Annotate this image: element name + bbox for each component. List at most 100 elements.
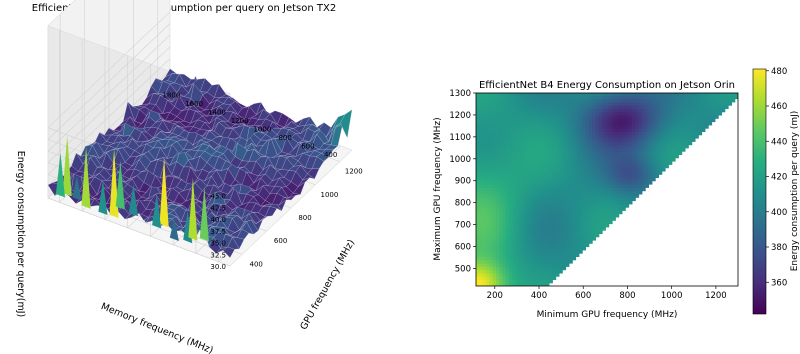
heatmap-cell: [492, 207, 497, 211]
heatmap-cell: [505, 167, 510, 172]
heatmap-cell: [549, 134, 553, 139]
heatmap-cell: [598, 210, 603, 215]
heatmap-cell: [495, 272, 500, 277]
heatmap-cell: [578, 147, 583, 152]
heatmap-cell: [592, 207, 596, 211]
heatmap-cell: [665, 141, 669, 146]
heatmap-cell: [602, 128, 606, 132]
heatmap-cell: [585, 190, 590, 195]
heatmap-cell: [582, 243, 586, 248]
heatmap-cell: [638, 147, 643, 152]
heatmap-cell: [505, 128, 510, 132]
heatmap-cell: [529, 144, 533, 149]
heatmap-cell: [479, 213, 484, 218]
heatmap-cell: [592, 154, 596, 159]
heatmap-cell: [665, 114, 669, 119]
heatmap-cell: [482, 233, 487, 238]
heatmap-cell: [661, 118, 666, 123]
heatmap-cell: [592, 111, 596, 116]
heatmap-cell: [621, 138, 626, 142]
surface-spike: [98, 180, 108, 215]
heatmap-cell: [522, 223, 527, 228]
heatmap-cell: [665, 108, 669, 113]
heatmap-cell: [542, 108, 547, 113]
heatmap-cell: [625, 138, 630, 142]
heatmap-cell: [582, 95, 586, 100]
heatmap-cell: [479, 154, 484, 159]
heatmap-cell: [492, 124, 497, 129]
heatmap-cell: [602, 223, 606, 228]
heatmap-cell: [612, 170, 616, 175]
heatmap-cell: [675, 128, 679, 132]
heatmap-cell: [489, 259, 494, 264]
heatmap-cell: [638, 161, 643, 165]
heatmap-cell: [525, 193, 530, 198]
heatmap-cell: [565, 197, 570, 202]
heatmap-cell: [701, 128, 706, 132]
heatmap-cell: [522, 124, 527, 129]
heatmap-cell: [592, 190, 596, 195]
heatmap-cell: [479, 259, 484, 264]
heatmap-cell: [595, 167, 600, 172]
heatmap-cell: [628, 141, 633, 146]
heatmap-cell: [694, 98, 699, 103]
heatmap-cell: [532, 256, 537, 261]
heatmap-cell: [588, 114, 593, 119]
heatmap-cell: [648, 108, 653, 113]
heatmap-cell: [572, 223, 577, 228]
heatmap-cell: [568, 226, 573, 231]
heatmap-cell: [485, 98, 490, 103]
heatmap-cell: [545, 216, 550, 221]
heatmap-cell: [562, 190, 567, 195]
heatmap-cell: [562, 243, 567, 248]
heatmap-cell: [515, 243, 520, 248]
heatmap-cell: [575, 128, 580, 132]
heatmap-cell: [499, 108, 504, 113]
heatmap-cell: [505, 114, 510, 119]
heatmap-cell: [549, 220, 553, 225]
heatmap-cell: [532, 147, 537, 152]
heatmap-cell: [476, 184, 480, 188]
heatmap-cell: [678, 93, 683, 96]
heatmap-cell: [562, 124, 567, 129]
heatmap-cell: [621, 121, 626, 126]
heatmap-cell: [572, 187, 577, 192]
heatmap-cell: [555, 263, 560, 267]
heatmap-cell: [495, 203, 500, 208]
heatmap-cell: [525, 134, 530, 139]
heatmap-cell: [519, 249, 523, 254]
heatmap-cell: [655, 93, 659, 96]
heatmap-cell: [532, 203, 537, 208]
heatmap-cell: [578, 246, 583, 251]
heatmap-cell: [588, 233, 593, 238]
heatmap-cell: [499, 180, 504, 185]
heatmap-cell: [519, 233, 523, 238]
heatmap-cell: [482, 266, 487, 271]
heatmap-cell: [549, 93, 553, 96]
plot-frame: [475, 92, 739, 287]
heatmap-cell: [575, 114, 580, 119]
heatmap-cell: [509, 259, 514, 264]
heatmap-cell: [509, 230, 514, 234]
heatmap-cell: [512, 190, 517, 195]
heatmap-cell: [485, 253, 490, 257]
heatmap-cell: [492, 108, 497, 113]
heatmap-cell: [519, 161, 523, 165]
heatmap-cell: [519, 121, 523, 126]
heatmap-cell: [602, 207, 606, 211]
heatmap-cell: [638, 108, 643, 113]
heatmap-cell: [704, 95, 709, 100]
heatmap-cell: [588, 213, 593, 218]
heatmap-cell: [535, 95, 540, 100]
heatmap-cell: [562, 216, 567, 221]
heatmap-cell: [519, 93, 523, 96]
heatmap-cell: [615, 121, 620, 126]
heatmap-cell: [608, 105, 613, 109]
heatmap-cell: [592, 180, 596, 185]
heatmap-cell: [492, 266, 497, 271]
y-axis-label: Memory frequency (MHz): [99, 301, 214, 354]
heatmap-cell: [684, 124, 689, 129]
heatmap-cell: [605, 177, 610, 182]
heatmap-cell: [562, 230, 567, 234]
heatmap-cell: [515, 193, 520, 198]
